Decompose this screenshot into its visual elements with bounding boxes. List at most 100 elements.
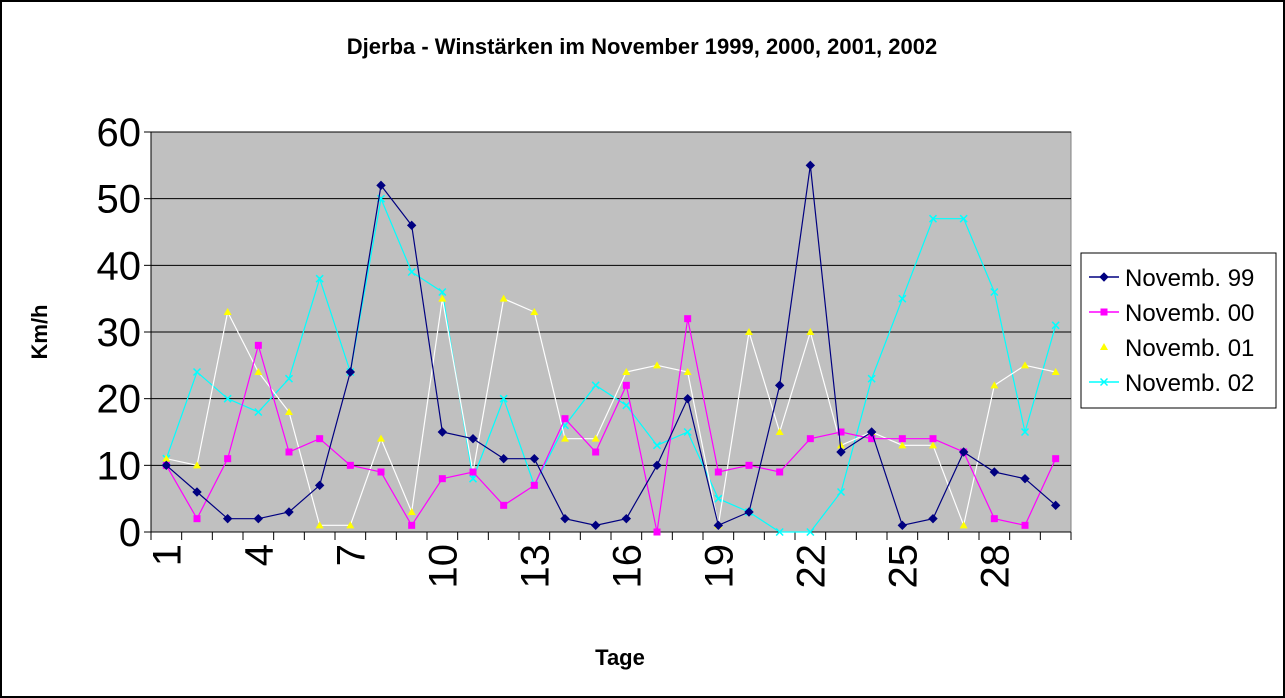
series-3-point bbox=[837, 441, 845, 449]
series-4-point bbox=[990, 287, 999, 297]
series-1-point bbox=[1050, 500, 1061, 511]
series-1-point bbox=[805, 160, 816, 171]
series-2-point bbox=[837, 428, 845, 436]
legend-label: Novemb. 99 bbox=[1125, 265, 1254, 292]
y-tick-label: 60 bbox=[97, 111, 142, 155]
legend-entry-4: Novemb. 02 bbox=[1089, 370, 1254, 397]
x-tick-label: 28 bbox=[973, 544, 1017, 589]
series-3-point bbox=[591, 434, 600, 442]
series-3-point bbox=[377, 434, 385, 442]
series-3-point bbox=[959, 521, 968, 529]
series-3-point bbox=[162, 454, 171, 462]
legend-label: Novemb. 00 bbox=[1125, 300, 1254, 327]
legend: Novemb. 99 Novemb. 00 Novemb. 01 Novemb. 02 bbox=[1080, 252, 1277, 409]
series-4-point bbox=[928, 214, 938, 223]
series-3-point bbox=[499, 294, 508, 302]
series-4-point bbox=[438, 287, 447, 297]
series-2-point bbox=[714, 468, 722, 476]
series-1-point bbox=[161, 460, 172, 471]
series-3-point bbox=[254, 368, 263, 375]
series-1-point bbox=[560, 513, 570, 524]
series-3-point bbox=[407, 508, 416, 515]
series-1-point bbox=[253, 513, 264, 524]
x-tick-label: 22 bbox=[789, 544, 833, 589]
series-3-point bbox=[898, 441, 907, 449]
series-4-point bbox=[683, 427, 692, 437]
series-1-point bbox=[897, 520, 908, 531]
series-1-point bbox=[498, 453, 509, 464]
series-4-point bbox=[806, 527, 815, 537]
series-1-point bbox=[1020, 473, 1030, 484]
series-2-point bbox=[929, 435, 937, 443]
series-4-point bbox=[499, 394, 508, 403]
series-2-point bbox=[592, 448, 600, 456]
legend-marker bbox=[1100, 343, 1108, 350]
series-2-point bbox=[408, 521, 416, 529]
series-1-point bbox=[529, 453, 540, 464]
series-3-point bbox=[223, 308, 232, 315]
x-axis-label: Tage bbox=[595, 645, 645, 670]
series-1-point bbox=[958, 447, 969, 457]
series-1-point bbox=[468, 433, 478, 444]
series-2-line bbox=[165, 318, 1057, 533]
series-1-point bbox=[192, 487, 202, 497]
x-tick-label: 16 bbox=[605, 544, 649, 589]
x-tick-label: 25 bbox=[881, 544, 925, 589]
y-tick-label: 30 bbox=[97, 311, 142, 355]
legend-entry-2: Novemb. 00 bbox=[1089, 300, 1254, 327]
series-1-point bbox=[713, 520, 724, 531]
series-3 bbox=[162, 294, 1060, 529]
series-1-point bbox=[989, 467, 1000, 477]
series-3-point bbox=[745, 328, 753, 335]
x-tick-label: 7 bbox=[329, 544, 373, 566]
series-1-point bbox=[590, 520, 601, 531]
legend-marker bbox=[1099, 272, 1109, 282]
series-4-point bbox=[407, 267, 416, 277]
series-2-point bbox=[561, 415, 569, 423]
series-1-point bbox=[406, 220, 417, 231]
series-4-point bbox=[622, 401, 631, 410]
series-2-point bbox=[316, 435, 324, 443]
series-1-line bbox=[165, 165, 1057, 527]
series-2-point bbox=[500, 501, 508, 509]
series-3-point bbox=[929, 441, 937, 449]
series-1-point bbox=[928, 513, 938, 524]
series-2-point bbox=[653, 528, 661, 536]
series-1-point bbox=[744, 507, 754, 517]
series-1-point bbox=[621, 513, 632, 524]
series-3-point bbox=[315, 521, 324, 529]
chart-title: Djerba - Winstärken im November 1999, 20… bbox=[347, 34, 937, 59]
series-2-point bbox=[469, 468, 477, 476]
series-2-point bbox=[684, 315, 692, 323]
legend-entry-1: Novemb. 99 bbox=[1089, 265, 1254, 292]
series-2-point bbox=[438, 475, 446, 483]
series-2-point bbox=[868, 435, 876, 443]
series-2-point bbox=[1021, 521, 1029, 529]
x-tick-label: 4 bbox=[237, 544, 281, 566]
series-2-point bbox=[1052, 455, 1060, 463]
plot-area: 0 10 20 30 40 50 60 1 4 7 10 13 16 19 22 25 28 bbox=[97, 111, 1072, 589]
series-2-point bbox=[285, 448, 293, 456]
series-1-point bbox=[652, 460, 662, 471]
series-4-point bbox=[898, 294, 907, 303]
series-1-point bbox=[437, 427, 448, 437]
series-2-point bbox=[530, 481, 538, 489]
series-2-point bbox=[193, 515, 201, 523]
y-tick-label: 50 bbox=[97, 178, 142, 222]
series-3-point bbox=[806, 328, 815, 335]
legend-label: Novemb. 01 bbox=[1125, 335, 1254, 362]
series-2-point bbox=[377, 468, 385, 476]
series-2-point bbox=[806, 435, 814, 443]
series-4-point bbox=[284, 374, 294, 383]
series-4-point bbox=[775, 527, 784, 537]
series-3-point bbox=[530, 308, 539, 315]
series-4-point bbox=[223, 394, 232, 403]
series-4-point bbox=[192, 367, 202, 377]
legend-marker bbox=[1100, 308, 1108, 316]
series-3-point bbox=[622, 368, 631, 375]
series-2-point bbox=[622, 381, 630, 389]
series-3-line bbox=[166, 297, 1056, 528]
y-tick-label: 0 bbox=[119, 511, 141, 555]
y-tick-label: 10 bbox=[97, 444, 142, 488]
